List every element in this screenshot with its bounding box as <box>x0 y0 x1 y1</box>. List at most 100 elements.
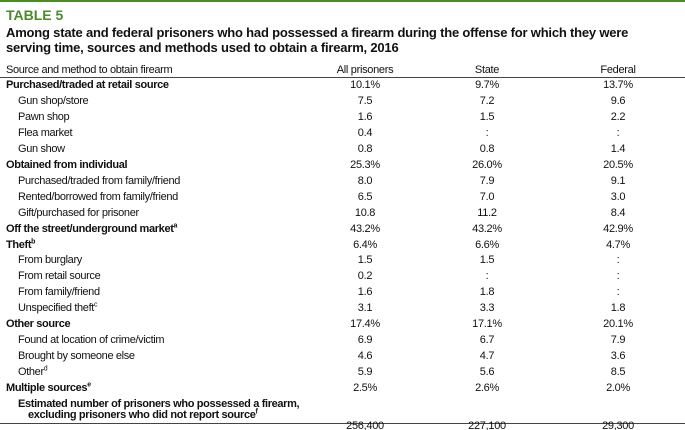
cell-value: 1.5 <box>479 110 495 123</box>
cell-value: 2.0% <box>606 382 630 395</box>
item-label: Pawn shop <box>18 110 70 123</box>
cell-value: 0.8 <box>479 142 495 155</box>
item-label: From burglary <box>18 254 82 267</box>
cell-value: 7.5 <box>357 94 373 107</box>
cell-value: 1.5 <box>479 254 495 267</box>
top-rule <box>0 0 685 2</box>
header-rule <box>0 77 685 78</box>
cell-value: 7.2 <box>479 94 495 107</box>
total-label: excluding prisoners who did not report s… <box>28 408 258 421</box>
total-label: Estimated number of prisoners who posses… <box>18 398 300 410</box>
cell-value: 13.7% <box>603 79 633 91</box>
footnote-mark: d <box>43 365 48 373</box>
cell-value: 4.7 <box>479 350 495 363</box>
cell-value: 3.1 <box>357 302 373 315</box>
table-label: TABLE 5 <box>6 7 64 23</box>
group-label: Obtained from individual <box>6 158 128 171</box>
cell-value: 1.6 <box>357 110 373 123</box>
item-label: Purchased/traded from family/friend <box>18 174 180 187</box>
cell-value: 6.9 <box>357 334 373 347</box>
column-header: Source and method to obtain firearm <box>6 64 173 76</box>
group-label: Purchased/traded at retail source <box>6 79 169 91</box>
bottom-rule <box>0 423 685 424</box>
cell-value: 9.6 <box>610 94 626 107</box>
cell-value: 6.5 <box>357 190 373 203</box>
cell-value: 0.8 <box>357 142 373 155</box>
cell-value: 1.5 <box>357 254 373 267</box>
item-label: Otherd <box>18 365 48 379</box>
cell-value: 1.4 <box>610 142 626 155</box>
cell-value: 7.9 <box>479 174 495 187</box>
cell-value: 3.3 <box>479 302 495 315</box>
cell-value: 0.2 <box>357 270 373 283</box>
cell-value: 17.1% <box>472 318 502 331</box>
group-label: Off the street/underground marketa <box>6 221 178 235</box>
item-label: Flea market <box>18 126 73 139</box>
cell-value: 5.9 <box>357 366 373 379</box>
cell-value: 9.1 <box>610 174 626 187</box>
group-label: Multiple sourcese <box>6 381 91 395</box>
cell-value: 6.4% <box>353 238 377 251</box>
cell-value: 8.5 <box>610 366 626 379</box>
cell-value: 3.6 <box>610 350 626 363</box>
cell-value: 20.5% <box>603 158 633 171</box>
cell-value: 43.2% <box>472 222 502 235</box>
column-header: State <box>474 64 500 76</box>
footnote-mark: e <box>87 381 91 389</box>
footnote-mark: c <box>94 301 98 309</box>
column-header: Federal <box>600 64 636 76</box>
cell-value: : <box>485 270 489 283</box>
cell-value: : <box>616 254 620 267</box>
cell-value: : <box>616 126 620 139</box>
cell-value: 6.7 <box>479 334 495 347</box>
cell-value: 10.8 <box>354 206 376 219</box>
item-label: Brought by someone else <box>18 350 135 363</box>
cell-value: 7.0 <box>479 190 495 203</box>
cell-value: 11.2 <box>477 206 497 219</box>
cell-value: : <box>485 126 489 139</box>
footnote-mark: f <box>255 408 258 416</box>
table-title: Among state and federal prisoners who ha… <box>6 25 629 55</box>
group-label: Other source <box>6 318 71 331</box>
cell-value: 1.8 <box>479 286 495 299</box>
cell-value: 8.0 <box>357 174 373 187</box>
item-label: Gun show <box>18 142 65 155</box>
item-label: Rented/borrowed from family/friend <box>18 190 178 203</box>
footnote-mark: b <box>31 237 36 245</box>
cell-value: 7.9 <box>610 334 626 347</box>
cell-value: 2.6% <box>475 382 499 395</box>
cell-value: 0.4 <box>357 126 373 139</box>
cell-value: 9.7% <box>475 79 499 91</box>
cell-value: 4.6 <box>357 350 373 363</box>
cell-value: 29,300 <box>602 420 634 430</box>
item-label: Gift/purchased for prisoner <box>18 206 139 219</box>
item-label: Found at location of crime/victim <box>18 334 165 347</box>
footnote-mark: a <box>173 221 178 229</box>
cell-value: 8.4 <box>610 206 626 219</box>
cell-value: 4.7% <box>606 238 630 251</box>
cell-value: : <box>616 270 620 283</box>
cell-value: 1.8 <box>610 302 626 315</box>
cell-value: 227,100 <box>468 420 506 430</box>
cell-value: 1.6 <box>357 286 373 299</box>
cell-value: 3.0 <box>610 190 626 203</box>
item-label: From retail source <box>18 270 101 283</box>
cell-value: 25.3% <box>350 158 380 171</box>
cell-value: 42.9% <box>603 222 633 235</box>
group-label: Theftb <box>6 237 36 251</box>
cell-value: : <box>616 286 620 299</box>
cell-value: 26.0% <box>472 158 502 171</box>
item-label: From family/friend <box>18 286 100 299</box>
cell-value: 5.6 <box>479 366 495 379</box>
item-label: Unspecified theftc <box>18 301 98 315</box>
cell-value: 10.1% <box>350 79 380 91</box>
cell-value: 6.6% <box>475 238 499 251</box>
cell-value: 256,400 <box>346 420 384 430</box>
cell-value: 17.4% <box>350 318 380 331</box>
item-label: Gun shop/store <box>18 94 89 107</box>
cell-value: 20.1% <box>603 318 633 331</box>
cell-value: 2.5% <box>353 382 377 395</box>
cell-value: 43.2% <box>350 222 380 235</box>
column-header: All prisoners <box>336 64 394 76</box>
